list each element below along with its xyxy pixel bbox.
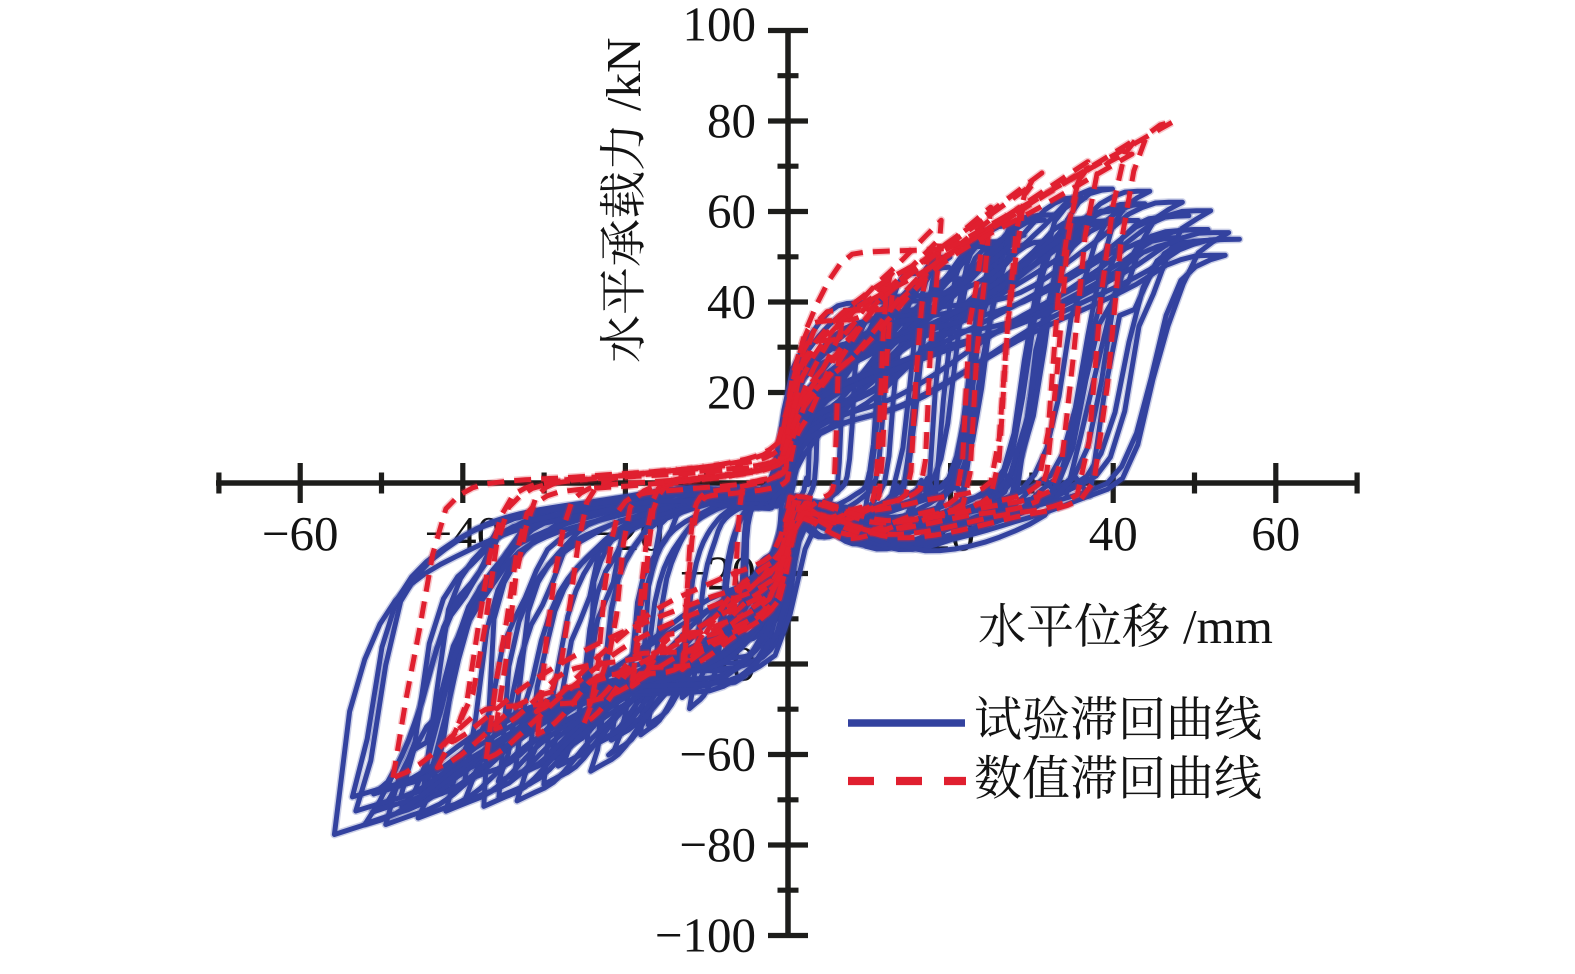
svg-text:80: 80 [707, 93, 756, 148]
svg-text:40: 40 [1089, 506, 1138, 561]
svg-text:60: 60 [707, 184, 756, 239]
svg-text:−100: −100 [655, 908, 756, 963]
svg-text:40: 40 [707, 274, 756, 329]
svg-text:60: 60 [1251, 506, 1300, 561]
svg-text:−60: −60 [262, 506, 339, 561]
svg-text:/kN: /kN [596, 38, 651, 112]
svg-text:/mm: /mm [1183, 599, 1273, 654]
svg-text:−80: −80 [679, 817, 756, 872]
svg-text:−60: −60 [679, 727, 756, 782]
svg-text:100: 100 [683, 0, 757, 52]
svg-text:20: 20 [707, 365, 756, 420]
